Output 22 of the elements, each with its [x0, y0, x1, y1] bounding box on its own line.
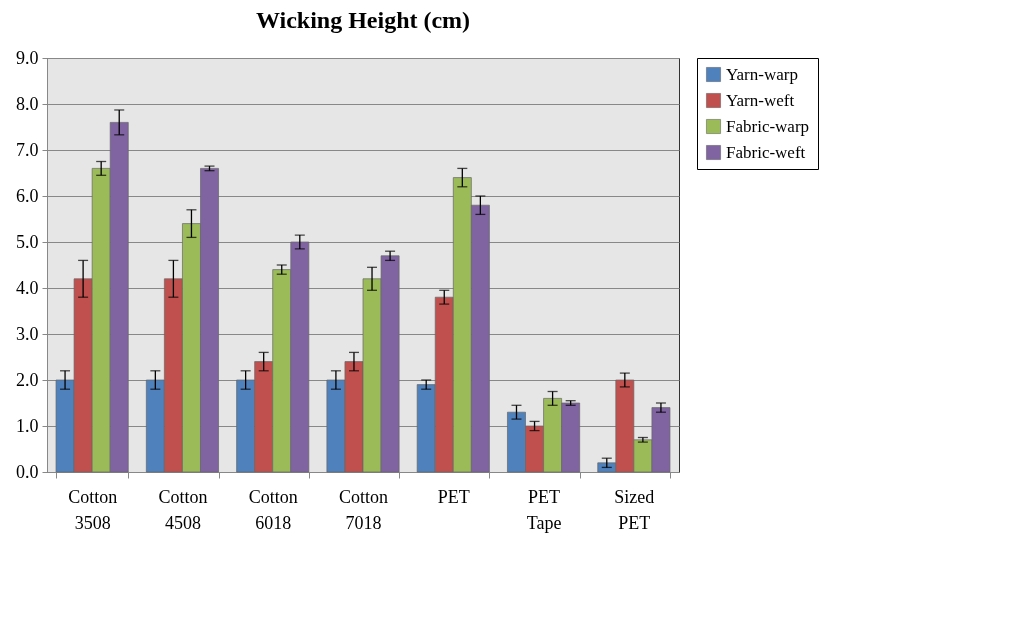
legend-label: Fabric-warp	[726, 116, 810, 136]
y-tick-label: 4.0	[16, 277, 39, 298]
y-tick-label: 9.0	[16, 47, 39, 68]
y-tick-label: 5.0	[16, 231, 39, 252]
x-tick-label: Cotton 6018	[248, 486, 298, 533]
y-tick-label: 6.0	[16, 185, 39, 206]
legend-label: Fabric-weft	[726, 142, 806, 162]
x-tick-label: Cotton 3508	[68, 486, 118, 533]
x-tick-label: PET	[437, 486, 470, 507]
x-tick-label: Sized PET	[614, 486, 655, 533]
legend-label: Yarn-weft	[726, 90, 795, 110]
y-tick-label: 2.0	[16, 369, 39, 390]
y-tick-label: 1.0	[16, 415, 39, 436]
x-tick-label: Cotton 7018	[338, 486, 389, 533]
x-tick-label: PET Tape	[526, 486, 562, 533]
y-tick-label: 7.0	[16, 139, 39, 160]
y-tick-label: 8.0	[16, 93, 39, 114]
y-tick-label: 0.0	[16, 461, 39, 482]
chart-title: Wicking Height (cm)	[255, 7, 471, 33]
y-tick-label: 3.0	[16, 323, 39, 344]
legend-label: Yarn-warp	[726, 64, 798, 84]
x-tick-label: Cotton 4508	[158, 486, 208, 533]
